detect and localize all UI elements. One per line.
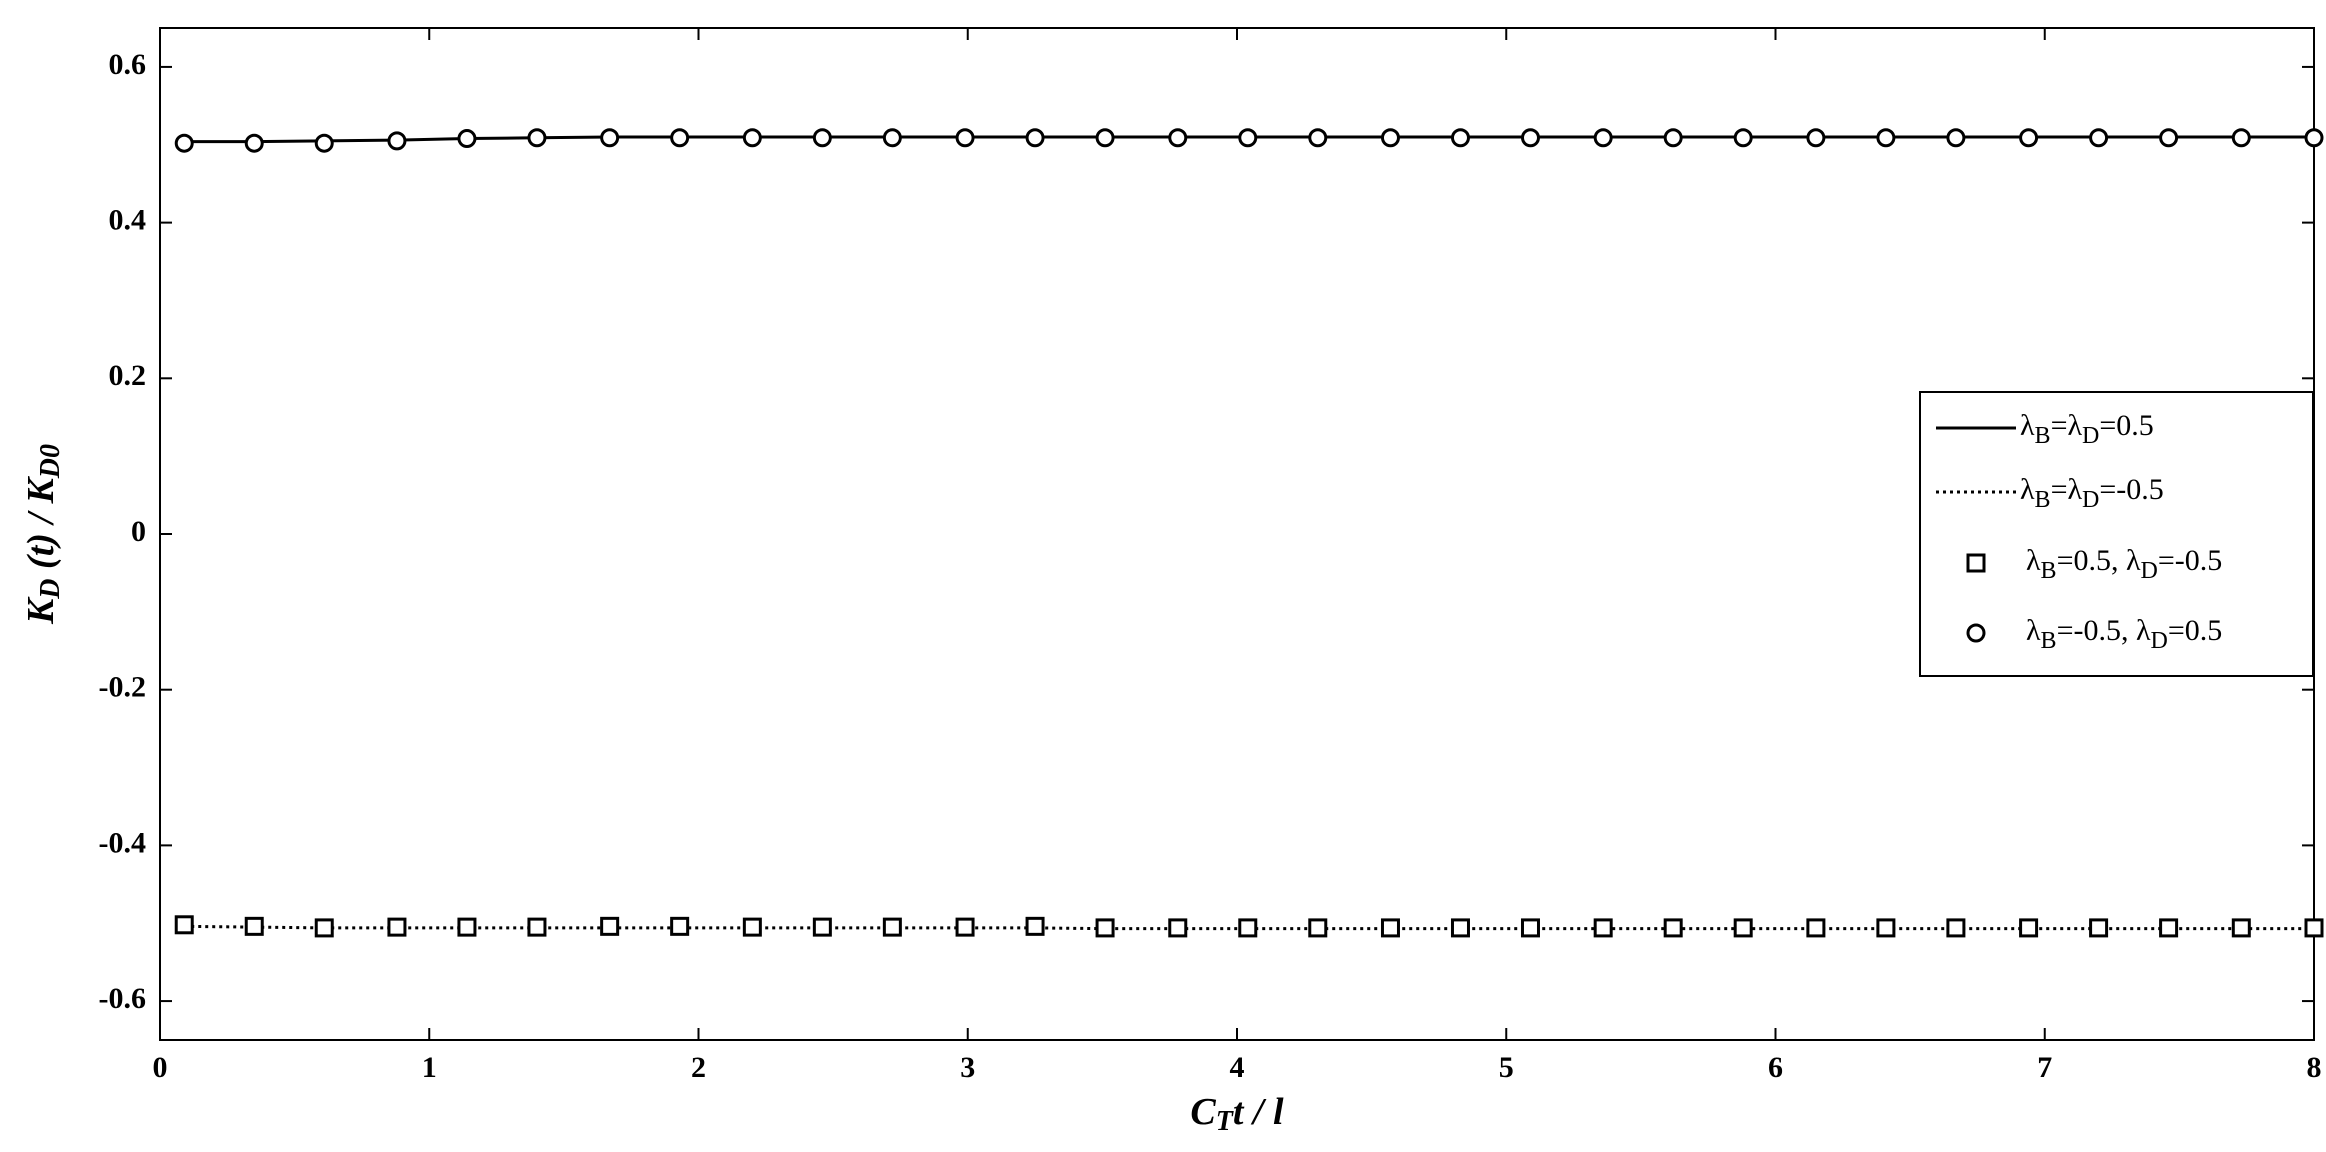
circle-marker: [1876, 128, 1896, 148]
circle-marker: [1733, 128, 1753, 148]
circle-marker: [2159, 128, 2179, 148]
square-marker: [1450, 918, 1470, 938]
circle-marker: [1520, 128, 1540, 148]
circle-marker: [1308, 128, 1328, 148]
square-marker: [955, 917, 975, 937]
circle-marker: [882, 128, 902, 148]
square-marker: [174, 915, 194, 935]
square-marker: [314, 918, 334, 938]
square-marker: [1520, 918, 1540, 938]
x-tick-label: 2: [691, 1051, 706, 1084]
y-tick-label: -0.6: [99, 982, 147, 1015]
circle-marker: [1946, 128, 1966, 148]
circle-marker: [955, 128, 975, 148]
circle-marker: [670, 128, 690, 148]
circle-marker: [457, 129, 477, 149]
circle-marker: [387, 131, 407, 151]
y-tick-label: -0.2: [99, 671, 147, 704]
legend-label: λB=0.5, λD=-0.5: [2026, 544, 2222, 584]
circle-marker: [244, 133, 264, 153]
square-marker: [1308, 918, 1328, 938]
square-marker: [812, 917, 832, 937]
square-marker: [2304, 918, 2324, 938]
square-marker: [1593, 918, 1613, 938]
x-tick-label: 5: [1499, 1051, 1514, 1084]
circle-marker: [1238, 128, 1258, 148]
square-marker: [2089, 918, 2109, 938]
circle-marker: [1806, 128, 1826, 148]
y-tick-label: 0: [131, 515, 146, 548]
square-marker: [1733, 918, 1753, 938]
square-marker: [1806, 918, 1826, 938]
square-marker: [742, 917, 762, 937]
x-tick-label: 7: [2037, 1051, 2052, 1084]
square-marker: [1025, 916, 1045, 936]
circle-marker: [2019, 128, 2039, 148]
legend-label: λB=λD=0.5: [2020, 409, 2154, 449]
x-tick-label: 0: [153, 1051, 168, 1084]
circle-marker: [742, 128, 762, 148]
circle-marker: [1380, 128, 1400, 148]
circle-marker: [2304, 128, 2324, 148]
circle-marker: [812, 128, 832, 148]
circle-marker: [1025, 128, 1045, 148]
square-marker: [2159, 918, 2179, 938]
y-tick-label: -0.4: [99, 826, 147, 859]
circle-marker: [1663, 128, 1683, 148]
x-tick-label: 8: [2307, 1051, 2322, 1084]
square-marker: [1238, 918, 1258, 938]
x-tick-label: 4: [1230, 1051, 1245, 1084]
square-marker: [1168, 918, 1188, 938]
circle-marker: [1095, 128, 1115, 148]
x-axis-label: CTt / l: [1190, 1091, 1284, 1138]
square-marker: [2231, 918, 2251, 938]
legend-label: λB=-0.5, λD=0.5: [2026, 614, 2222, 654]
circle-marker: [1593, 128, 1613, 148]
square-marker: [2019, 918, 2039, 938]
square-marker: [387, 917, 407, 937]
legend-square: [1966, 553, 1986, 573]
circle-marker: [527, 128, 547, 148]
square-marker: [600, 916, 620, 936]
legend-circle: [1966, 623, 1986, 643]
circle-marker: [2231, 128, 2251, 148]
circle-marker: [314, 133, 334, 153]
circle-marker: [2089, 128, 2109, 148]
circle-marker: [1450, 128, 1470, 148]
circle-marker: [600, 128, 620, 148]
square-marker: [1095, 918, 1115, 938]
legend-box: [1919, 391, 2314, 677]
y-tick-label: 0.6: [109, 48, 147, 81]
square-marker: [527, 917, 547, 937]
square-marker: [882, 917, 902, 937]
square-marker: [244, 916, 264, 936]
circle-marker: [174, 133, 194, 153]
x-tick-label: 1: [422, 1051, 437, 1084]
square-marker: [1876, 918, 1896, 938]
square-marker: [670, 916, 690, 936]
square-marker: [1380, 918, 1400, 938]
square-marker: [457, 917, 477, 937]
y-tick-label: 0.4: [109, 204, 147, 237]
y-axis-label: KD (t) / KD0: [20, 444, 67, 625]
x-tick-label: 6: [1768, 1051, 1783, 1084]
square-marker: [1946, 918, 1966, 938]
square-marker: [1663, 918, 1683, 938]
legend-label: λB=λD=-0.5: [2020, 473, 2164, 513]
y-tick-label: 0.2: [109, 359, 147, 392]
circle-marker: [1168, 128, 1188, 148]
x-tick-label: 3: [960, 1051, 975, 1084]
